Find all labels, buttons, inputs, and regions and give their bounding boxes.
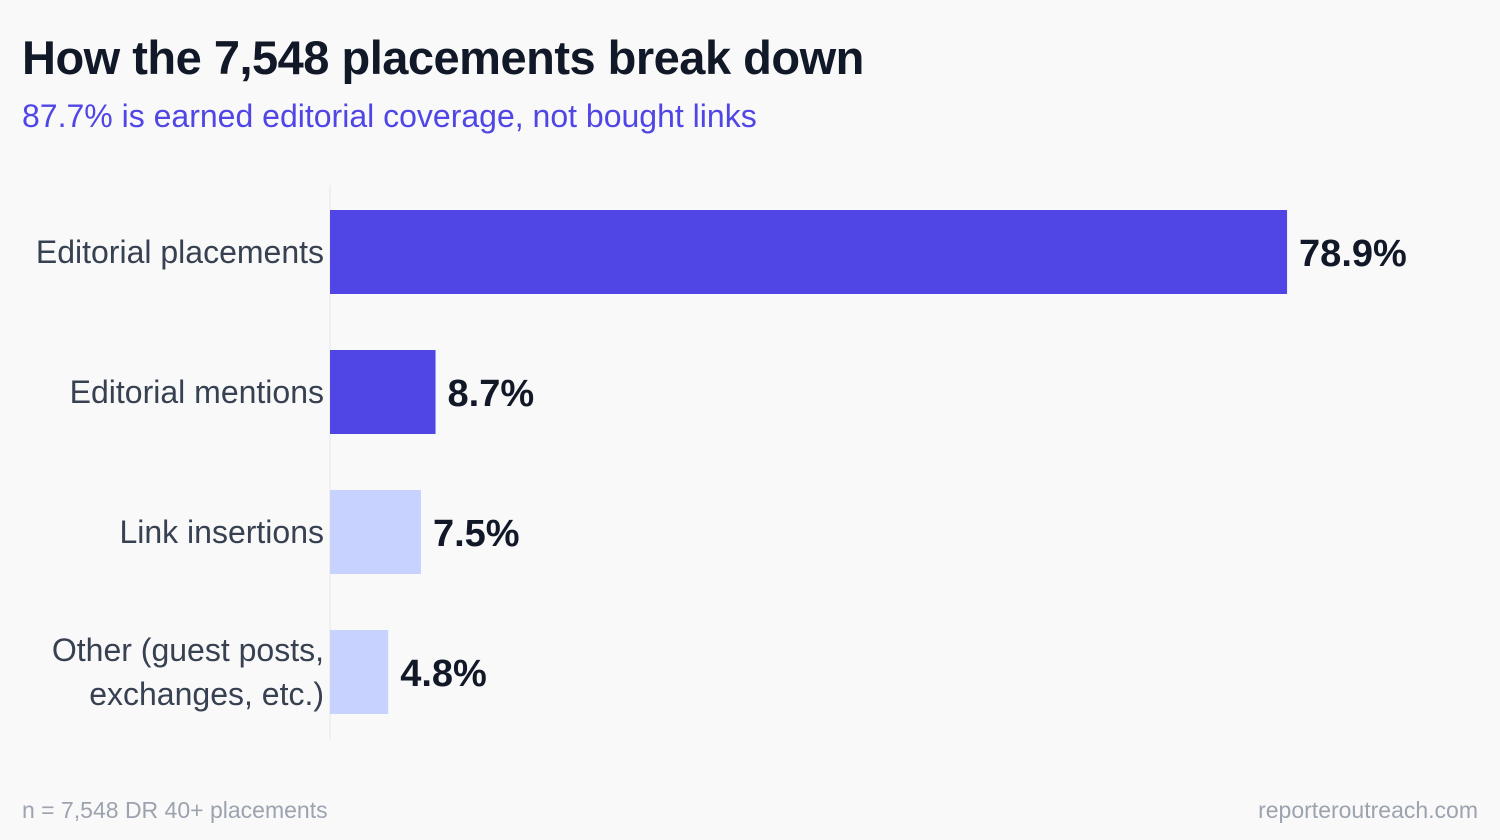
bar-2 xyxy=(330,490,421,574)
chart-subtitle: 87.7% is earned editorial coverage, not … xyxy=(22,98,757,134)
category-label-2: Link insertions xyxy=(119,514,324,550)
bar-3 xyxy=(330,630,389,714)
bar-1 xyxy=(330,350,436,434)
source-credit: reporteroutreach.com xyxy=(1258,797,1478,823)
chart-title: How the 7,548 placements break down xyxy=(22,31,864,84)
category-label-0: Editorial placements xyxy=(36,234,324,270)
value-label-2: 7.5% xyxy=(433,513,520,555)
category-label-3: Other (guest posts, exchanges, etc.) xyxy=(52,632,324,712)
sample-size-note: n = 7,548 DR 40+ placements xyxy=(22,797,328,823)
bar-0 xyxy=(330,210,1288,294)
value-label-1: 8.7% xyxy=(448,373,535,415)
category-label-1: Editorial mentions xyxy=(70,374,324,410)
value-label-3: 4.8% xyxy=(400,653,487,695)
value-label-0: 78.9% xyxy=(1299,233,1407,275)
